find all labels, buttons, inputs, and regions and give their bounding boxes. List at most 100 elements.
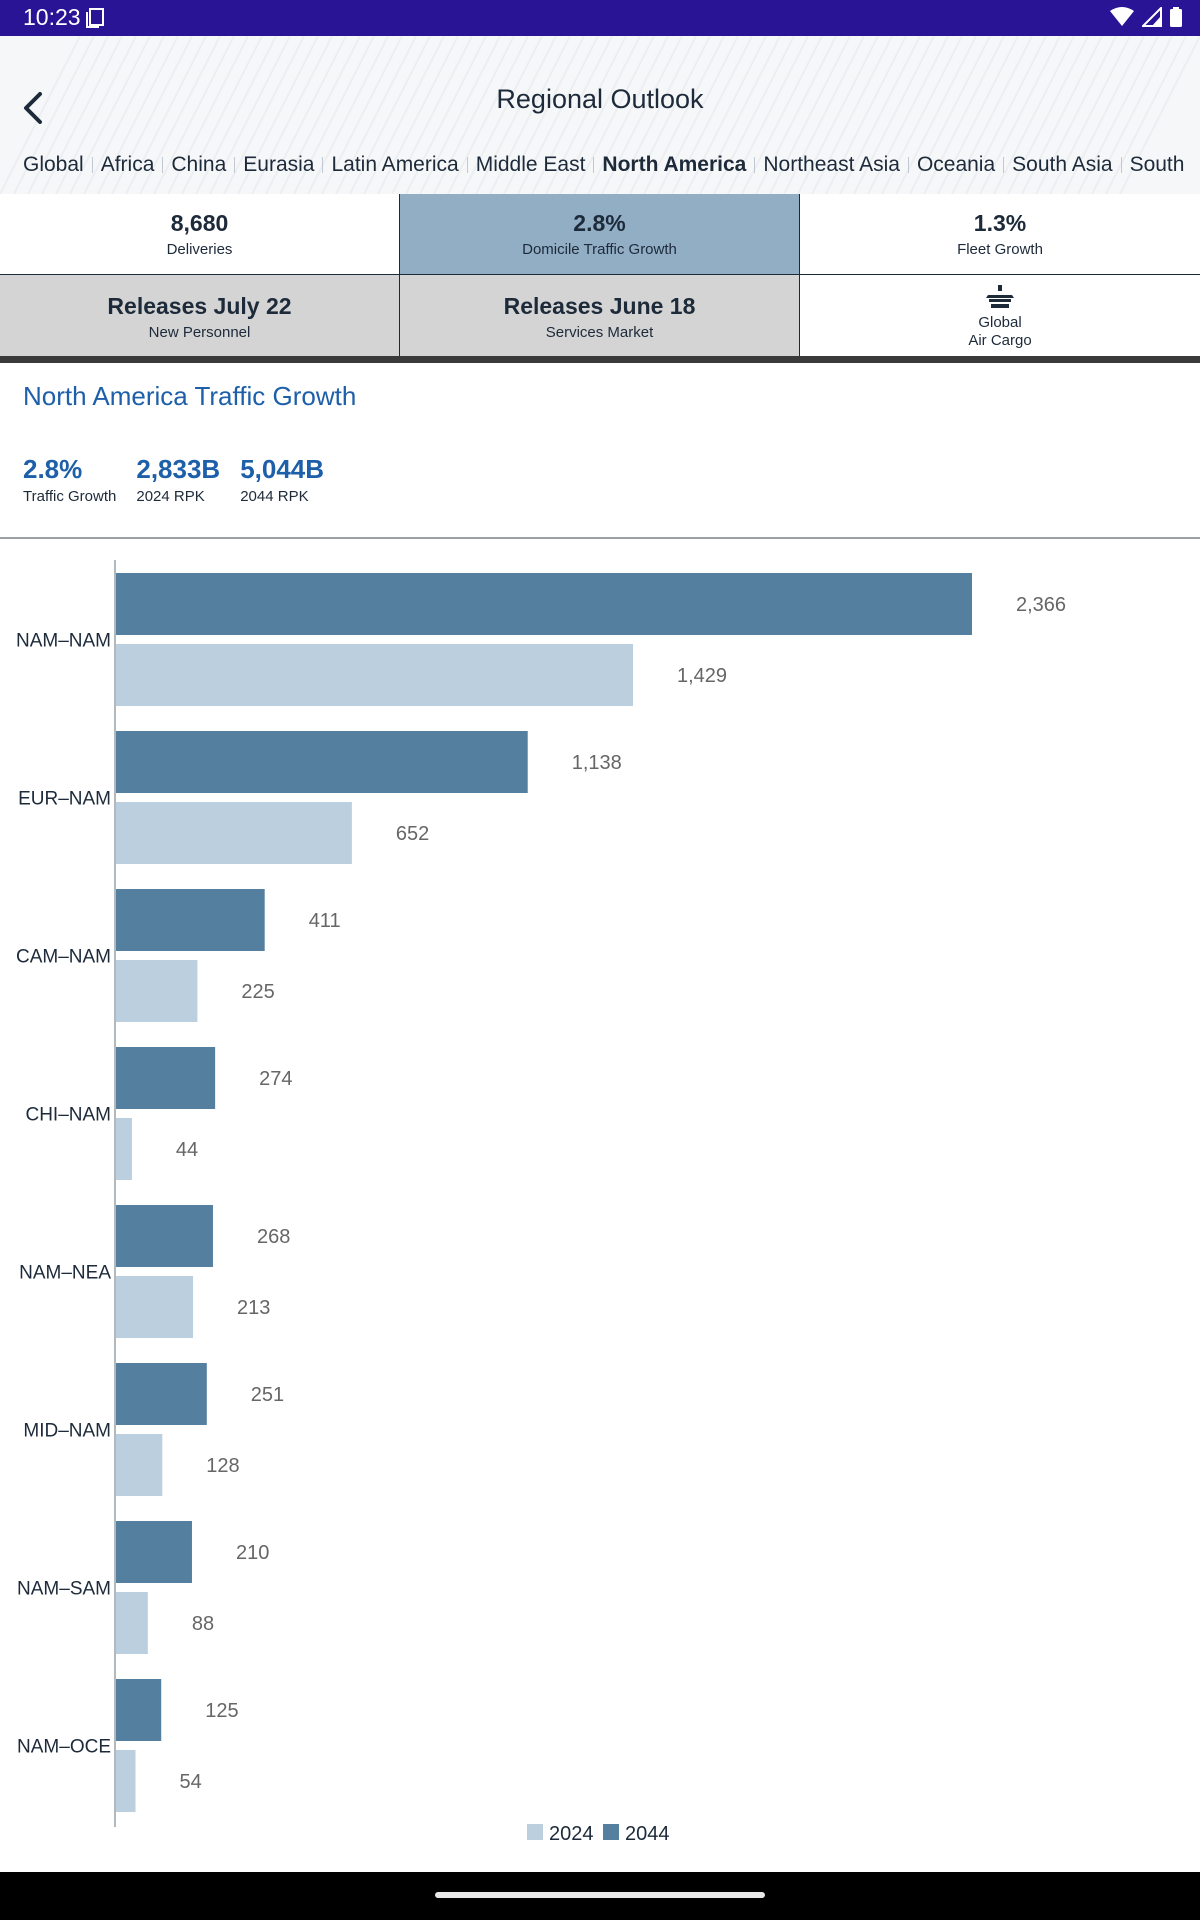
- section-divider: [0, 537, 1200, 539]
- metric-grid: 8,680 Deliveries 2.8% Domicile Traffic G…: [0, 194, 1200, 356]
- bar-value-label: 128: [206, 1455, 239, 1477]
- bar-value-label: 125: [205, 1700, 238, 1722]
- bar-value-label: 251: [251, 1384, 284, 1406]
- tab-eurasia[interactable]: Eurasia: [243, 153, 315, 176]
- status-icons: [1110, 7, 1182, 27]
- bar-2024: [116, 1118, 132, 1180]
- bar-2024: [116, 1592, 148, 1654]
- category-label: NAM–NAM: [16, 631, 111, 652]
- traffic-growth-value: 2.8%: [573, 210, 626, 236]
- stat-value: 2.8%: [23, 454, 83, 484]
- bar-2024: [116, 960, 198, 1022]
- bar-value-label: 274: [259, 1068, 292, 1090]
- section-title: North America Traffic Growth: [23, 381, 357, 411]
- category-label: MID–NAM: [23, 1421, 111, 1442]
- airplane-icon: [986, 285, 1014, 308]
- category-label: NAM–NEA: [19, 1263, 111, 1284]
- bar-value-label: 210: [236, 1542, 269, 1564]
- region-tabs: Global Africa China Eurasia Latin Americ…: [23, 153, 1184, 177]
- category-label: CHI–NAM: [25, 1105, 111, 1126]
- fleet-growth-label: Fleet Growth: [957, 241, 1043, 258]
- signal-icon: [1142, 7, 1162, 27]
- status-bar: 10:23: [0, 0, 1200, 36]
- legend-label-2044: 2044: [625, 1823, 670, 1845]
- stat-label: 2044 RPK: [240, 488, 309, 505]
- stat-traffic-growth: 2.8% Traffic Growth: [23, 454, 116, 505]
- tab-south-asia[interactable]: South Asia: [1012, 153, 1113, 176]
- deliveries-value: 8,680: [170, 210, 229, 236]
- bar-2044: [116, 1047, 216, 1109]
- stat-value: 5,044B: [240, 454, 325, 484]
- bar-2024: [116, 802, 352, 864]
- bar-value-label: 88: [192, 1613, 214, 1635]
- stat-value: 2,833B: [136, 454, 221, 484]
- tab-oceania[interactable]: Oceania: [916, 153, 996, 176]
- stat-label: 2024 RPK: [136, 488, 205, 505]
- bar-value-label: 54: [180, 1771, 202, 1793]
- air-cargo-line1: Global: [978, 314, 1022, 331]
- category-label: NAM–SAM: [17, 1579, 111, 1600]
- navigation-bar: [0, 1872, 1200, 1920]
- bar-2044: [116, 731, 528, 793]
- bar-2044: [116, 1521, 192, 1583]
- legend-label-2024: 2024: [549, 1823, 594, 1845]
- status-time: 10:23: [23, 4, 81, 30]
- traffic-growth-tile[interactable]: 2.8% Domicile Traffic Growth: [400, 194, 800, 275]
- bar-value-label: 268: [257, 1226, 290, 1248]
- legend-swatch-2024: [527, 1824, 543, 1840]
- traffic-growth-label: Domicile Traffic Growth: [522, 241, 677, 258]
- fleet-growth-value: 1.3%: [973, 210, 1027, 236]
- legend-swatch-2044: [603, 1824, 619, 1840]
- home-indicator[interactable]: [435, 1892, 765, 1898]
- bar-value-label: 225: [241, 981, 274, 1003]
- traffic-bar-chart: NAM–NAM 2,366 1,429 EUR–NAM 1,138 652 CAM–NAM 4…: [16, 560, 1066, 1845]
- sim-card-icon: [86, 8, 104, 28]
- stats-row: 2.8% Traffic Growth 2,833B 2024 RPK 5,04…: [23, 454, 324, 505]
- stat-2024-rpk: 2,833B 2024 RPK: [136, 454, 220, 505]
- new-personnel-label: New Personnel: [148, 324, 251, 341]
- header-pattern: [0, 36, 1200, 194]
- bar-value-label: 1,138: [572, 752, 622, 774]
- grid-divider: [0, 356, 1200, 363]
- stat-2044-rpk: 5,044B 2044 RPK: [240, 454, 324, 505]
- air-cargo-tile[interactable]: Global Air Cargo: [800, 275, 1200, 356]
- category-label: NAM–OCE: [17, 1737, 111, 1758]
- deliveries-tile[interactable]: 8,680 Deliveries: [0, 194, 400, 275]
- bar-value-label: 652: [396, 823, 429, 845]
- wifi-icon: [1110, 7, 1134, 26]
- deliveries-label: Deliveries: [166, 241, 233, 258]
- bar-2024: [116, 1276, 194, 1338]
- page-title: Regional Outlook: [496, 84, 704, 114]
- services-market-label: Services Market: [545, 324, 654, 341]
- bar-2024: [116, 644, 634, 706]
- bar-2024: [116, 1750, 136, 1812]
- tab-middle-east[interactable]: Middle East: [475, 153, 586, 176]
- bar-value-label: 213: [237, 1297, 270, 1319]
- tab-north-america[interactable]: North America: [602, 153, 747, 176]
- air-cargo-line2: Air Cargo: [968, 332, 1032, 349]
- bar-value-label: 2,366: [1016, 594, 1066, 616]
- back-button[interactable]: [14, 86, 58, 130]
- tab-china[interactable]: China: [171, 153, 227, 176]
- bar-2044: [116, 1363, 207, 1425]
- bar-2044: [116, 889, 265, 951]
- bar-2044: [116, 573, 972, 635]
- stat-label: Traffic Growth: [23, 488, 117, 505]
- category-label: EUR–NAM: [18, 789, 111, 810]
- category-label: CAM–NAM: [16, 947, 111, 968]
- bar-2024: [116, 1434, 163, 1496]
- fleet-growth-tile[interactable]: 1.3% Fleet Growth: [800, 194, 1200, 275]
- services-market-tile[interactable]: Releases June 18 Services Market: [400, 275, 800, 356]
- bar-2044: [116, 1679, 162, 1741]
- new-personnel-tile[interactable]: Releases July 22 New Personnel: [0, 275, 400, 356]
- tab-africa[interactable]: Africa: [100, 153, 155, 176]
- tab-northeast-asia[interactable]: Northeast Asia: [763, 153, 900, 176]
- bar-2044: [116, 1205, 213, 1267]
- battery-icon: [1170, 7, 1182, 27]
- tab-global[interactable]: Global: [23, 153, 84, 176]
- new-personnel-value: Releases July 22: [107, 293, 292, 319]
- tab-latin-america[interactable]: Latin America: [331, 153, 459, 176]
- tab-south[interactable]: South: [1129, 153, 1185, 176]
- header: Regional Outlook Global Africa China Eur…: [0, 36, 1200, 194]
- bar-value-label: 44: [176, 1139, 198, 1161]
